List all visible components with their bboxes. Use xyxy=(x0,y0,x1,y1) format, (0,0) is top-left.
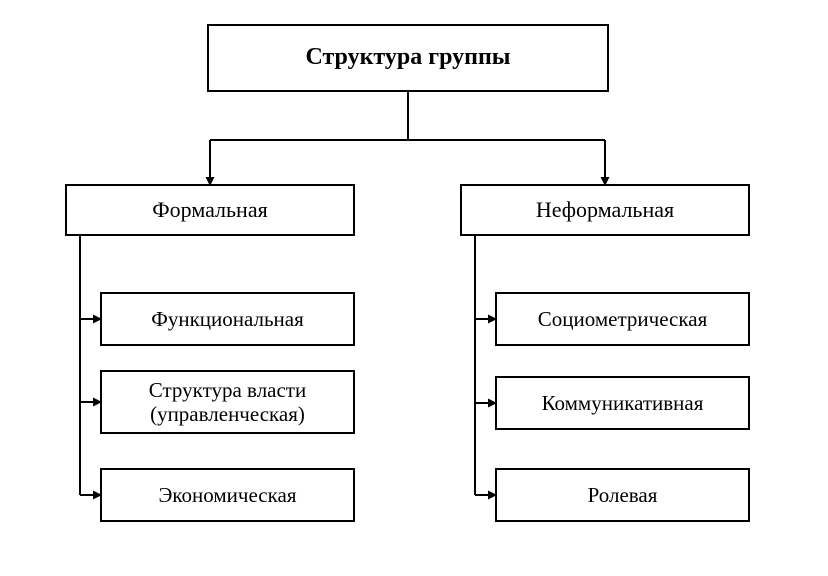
f2-label: Структура власти (управленческая) xyxy=(102,378,353,426)
i2-label: Коммуникативная xyxy=(542,391,704,415)
i1-label: Социометрическая xyxy=(538,307,707,331)
leaf-node-i2: Коммуникативная xyxy=(495,376,750,430)
leaf-node-i1: Социометрическая xyxy=(495,292,750,346)
branch-node-informal: Неформальная xyxy=(460,184,750,236)
formal-label: Формальная xyxy=(152,197,267,222)
i3-label: Ролевая xyxy=(588,483,658,507)
leaf-node-f1: Функциональная xyxy=(100,292,355,346)
f3-label: Экономическая xyxy=(159,483,297,507)
leaf-node-f3: Экономическая xyxy=(100,468,355,522)
root-node: Структура группы xyxy=(207,24,609,92)
informal-label: Неформальная xyxy=(536,197,674,222)
diagram-canvas: Структура группы Формальная Неформальная… xyxy=(0,0,828,576)
f1-label: Функциональная xyxy=(151,307,304,331)
leaf-node-f2: Структура власти (управленческая) xyxy=(100,370,355,434)
root-label: Структура группы xyxy=(305,44,510,72)
branch-node-formal: Формальная xyxy=(65,184,355,236)
leaf-node-i3: Ролевая xyxy=(495,468,750,522)
